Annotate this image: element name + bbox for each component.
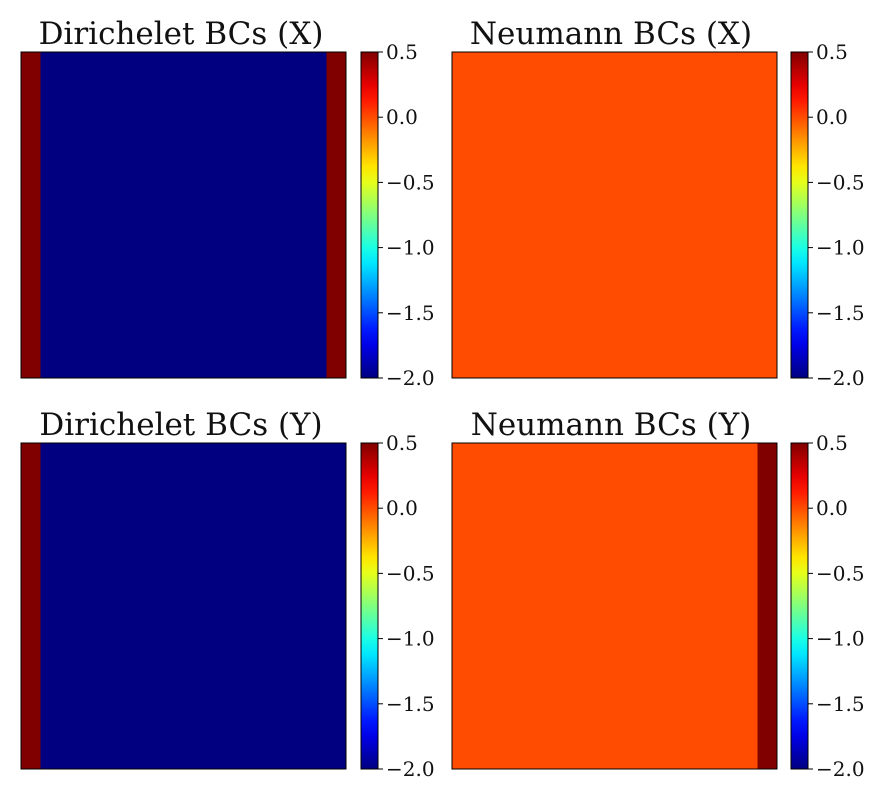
boundary-band-right [326,52,346,378]
colorbar-tick-label: 0.0 [386,496,418,520]
colorbar-tick-label: 0.0 [816,496,848,520]
colorbar-tick-label: −1.5 [816,301,865,325]
boundary-band-left [21,443,41,769]
colorbar-gradient [360,442,379,770]
axes-frame [20,442,347,770]
subplot-3: Dirichelet BCs (Y) 0.5 0.0 −0.5 −1.0 −1.5 −2.0 [20,407,435,781]
subplot-title: Dirichelet BCs (Y) [39,407,322,443]
colorbar-tick-label: 0.0 [386,105,418,129]
colorbar-tick-label: −2.0 [816,757,865,781]
heatmap-field [452,52,777,378]
subplot-title: Dirichelet BCs (X) [39,16,324,52]
colorbar-tick-label: 0.5 [816,40,848,64]
colorbar-gradient [790,442,809,770]
colorbar-tick-label: −1.5 [386,692,435,716]
colorbar-gradient [360,51,379,379]
colorbar-tick-label: −2.0 [816,366,865,390]
axes-frame [451,442,778,770]
colorbar-tick-label: −1.0 [386,627,435,651]
colorbar: 0.5 0.0 −0.5 −1.0 −1.5 −2.0 [790,40,865,390]
colorbar-tick-label: −1.5 [386,301,435,325]
colorbar-tick-label: −0.5 [386,170,435,194]
colorbar-tick-label: 0.0 [816,105,848,129]
colorbar-tick-label: −0.5 [386,561,435,585]
colorbar: 0.5 0.0 −0.5 −1.0 −1.5 −2.0 [360,431,435,781]
axes-frame [20,51,347,379]
colorbar-tick-label: 0.5 [386,40,418,64]
boundary-band-right [757,443,777,769]
subplot-4: Neumann BCs (Y) 0.5 0.0 −0.5 −1.0 −1.5 −2.0 [451,407,865,781]
colorbar-tick-label: 0.5 [816,431,848,455]
subplot-title: Neumann BCs (Y) [471,407,752,443]
colorbar-tick-label: −0.5 [816,170,865,194]
colorbar-tick-label: −1.0 [816,627,865,651]
axes-frame [451,51,778,379]
colorbar: 0.5 0.0 −0.5 −1.0 −1.5 −2.0 [790,431,865,781]
subplot-1: Dirichelet BCs (X) 0.5 0.0 −0.5 −1.0 −1.5 −2.0 [20,16,435,390]
colorbar-tick-label: −1.5 [816,692,865,716]
colorbar-tick-label: −1.0 [816,236,865,260]
colorbar: 0.5 0.0 −0.5 −1.0 −1.5 −2.0 [360,40,435,390]
heatmap-field [452,443,777,769]
boundary-band-left [21,52,41,378]
colorbar-tick-label: 0.5 [386,431,418,455]
colorbar-tick-label: −2.0 [386,757,435,781]
colorbar-tick-label: −2.0 [386,366,435,390]
heatmap-field [21,443,346,769]
colorbar-tick-label: −1.0 [386,236,435,260]
subplot-2: Neumann BCs (X) 0.5 0.0 −0.5 −1.0 −1.5 −2.0 [451,16,865,390]
colorbar-tick-label: −0.5 [816,561,865,585]
subplot-title: Neumann BCs (X) [470,16,752,52]
colorbar-gradient [790,51,809,379]
heatmap-field [21,52,346,378]
